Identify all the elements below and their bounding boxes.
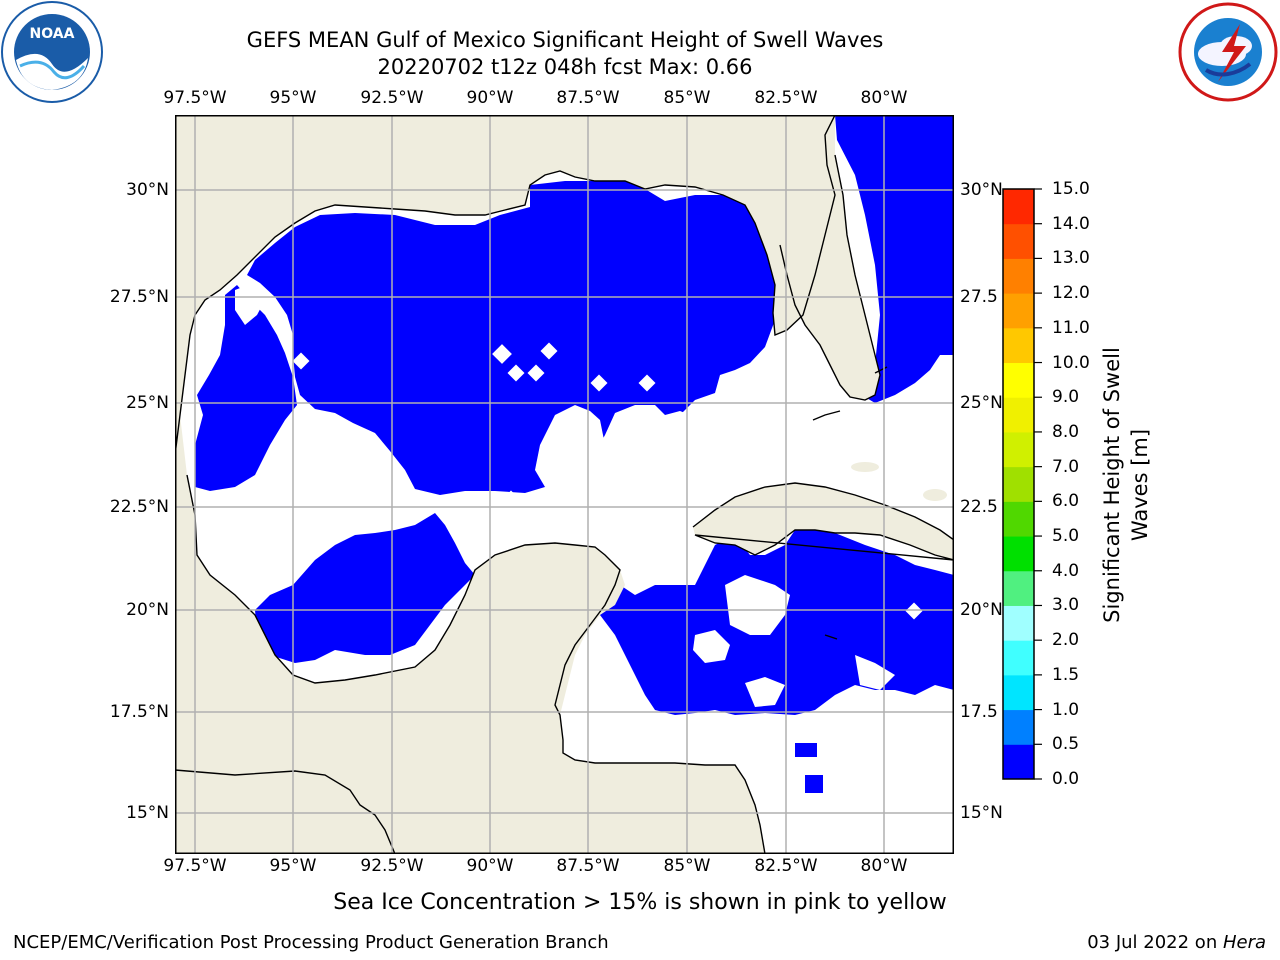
colorbar-segment: [1003, 362, 1034, 398]
land-mass: [175, 115, 954, 854]
lat-tick-right: 30°N: [960, 180, 1003, 200]
colorbar-segment: [1003, 258, 1034, 294]
colorbar-label: 4.0: [1052, 560, 1080, 581]
lon-tick-top: 92.5°W: [360, 88, 424, 108]
colorbar-label: 9.0: [1052, 387, 1080, 408]
footer-date: 03 Jul 2022 on Hera: [1087, 932, 1266, 953]
lat-tick-right: 15°N: [960, 803, 1003, 823]
colorbar-label: 5.0: [1052, 526, 1080, 547]
noaa-logo-text: NOAA: [30, 26, 75, 42]
lon-tick-bottom: 97.5°W: [163, 856, 227, 876]
sea-ice-note: Sea Ice Concentration > 15% is shown in …: [0, 890, 1280, 915]
colorbar-segment: [1003, 674, 1034, 711]
colorbar-segment: [1003, 293, 1034, 329]
colorbar-segment: [1003, 431, 1034, 468]
lon-tick-bottom: 90°W: [466, 856, 514, 876]
colorbar-label: 14.0: [1052, 213, 1090, 234]
lat-tick-left: 17.5°N: [109, 702, 169, 722]
map-title: GEFS MEAN Gulf of Mexico Significant Hei…: [246, 28, 884, 52]
colorbar-label: 8.0: [1052, 421, 1080, 442]
lon-tick-top: 90°W: [466, 88, 514, 108]
lat-tick-left: 30°N: [126, 180, 169, 200]
lat-tick-left: 15°N: [126, 803, 169, 823]
map-frame: [175, 115, 954, 854]
lat-tick-left: 25°N: [126, 393, 169, 413]
colorbar-segment: [1003, 536, 1034, 572]
colorbar-title-line1: Significant Height of Swell: [1100, 347, 1124, 623]
colorbar-label: 3.0: [1052, 595, 1080, 616]
colorbar-label: 12.0: [1052, 283, 1090, 304]
lon-tick-bottom: 87.5°W: [556, 856, 620, 876]
colorbar-label: 1.0: [1052, 699, 1080, 720]
colorbar-segment: [1003, 189, 1034, 225]
lat-tick-left: 20°N: [126, 600, 169, 620]
colorbar-label: 2.0: [1052, 630, 1080, 651]
lat-tick-right: 27.5: [960, 287, 998, 307]
colorbar-label: 15.0: [1052, 179, 1090, 199]
colorbar: [1002, 188, 1042, 780]
lat-tick-right: 25°N: [960, 393, 1003, 413]
lon-tick-top: 82.5°W: [754, 88, 818, 108]
colorbar-segment: [1003, 466, 1034, 502]
colorbar-segment: [1003, 223, 1034, 259]
colorbar-segment: [1003, 397, 1034, 433]
lon-tick-top: 95°W: [269, 88, 317, 108]
footer-branch: NCEP/EMC/Verification Post Processing Pr…: [13, 932, 609, 953]
lon-tick-top: 85°W: [663, 88, 711, 108]
lon-tick-bottom: 80°W: [860, 856, 908, 876]
colorbar-label: 0.5: [1052, 734, 1080, 755]
lon-tick-bottom: 82.5°W: [754, 856, 818, 876]
colorbar-title: Significant Height of Swell Waves [m]: [1098, 325, 1158, 645]
colorbar-label: 6.0: [1052, 491, 1080, 512]
noaa-logo: NOAA: [1, 1, 103, 103]
lat-tick-left: 22.5°N: [109, 497, 169, 517]
footer-date-text: 03 Jul 2022: [1087, 932, 1190, 953]
colorbar-label: 13.0: [1052, 248, 1090, 269]
colorbar-title-line2: Waves [m]: [1128, 428, 1152, 542]
lon-tick-bottom: 85°W: [663, 856, 711, 876]
colorbar-label: 0.0: [1052, 769, 1080, 789]
nws-logo: [1178, 2, 1278, 102]
lat-tick-right: 20°N: [960, 600, 1003, 620]
sea-ice-note-text: Sea Ice Concentration > 15% is shown in …: [333, 890, 947, 915]
lon-tick-top: 97.5°W: [163, 88, 227, 108]
colorbar-segment: [1003, 709, 1034, 745]
colorbar-segment: [1003, 501, 1034, 537]
colorbar-segment: [1003, 744, 1034, 780]
lon-tick-bottom: 95°W: [269, 856, 317, 876]
lat-tick-right: 22.5: [960, 497, 998, 517]
map-subtitle: 20220702 t12z 048h fcst Max: 0.66: [377, 55, 753, 79]
lat-tick-right: 17.5: [960, 702, 998, 722]
footer-machine: Hera: [1222, 932, 1266, 953]
colorbar-segment: [1003, 605, 1034, 641]
colorbar-segment: [1003, 640, 1034, 676]
coastline: [175, 115, 954, 854]
graticule: [175, 115, 954, 854]
colorbar-label: 10.0: [1052, 352, 1090, 373]
colorbar-segment: [1003, 327, 1034, 364]
lon-tick-top: 80°W: [860, 88, 908, 108]
colorbar-label: 7.0: [1052, 456, 1080, 477]
colorbar-label: 11.0: [1052, 317, 1090, 338]
map-panel: [175, 115, 954, 854]
colorbar-label: 1.5: [1052, 664, 1080, 685]
colorbar-segment: [1003, 570, 1034, 606]
lon-tick-top: 87.5°W: [556, 88, 620, 108]
lat-tick-left: 27.5°N: [109, 287, 169, 307]
lon-tick-bottom: 92.5°W: [360, 856, 424, 876]
footer-on-text: on: [1189, 932, 1223, 953]
